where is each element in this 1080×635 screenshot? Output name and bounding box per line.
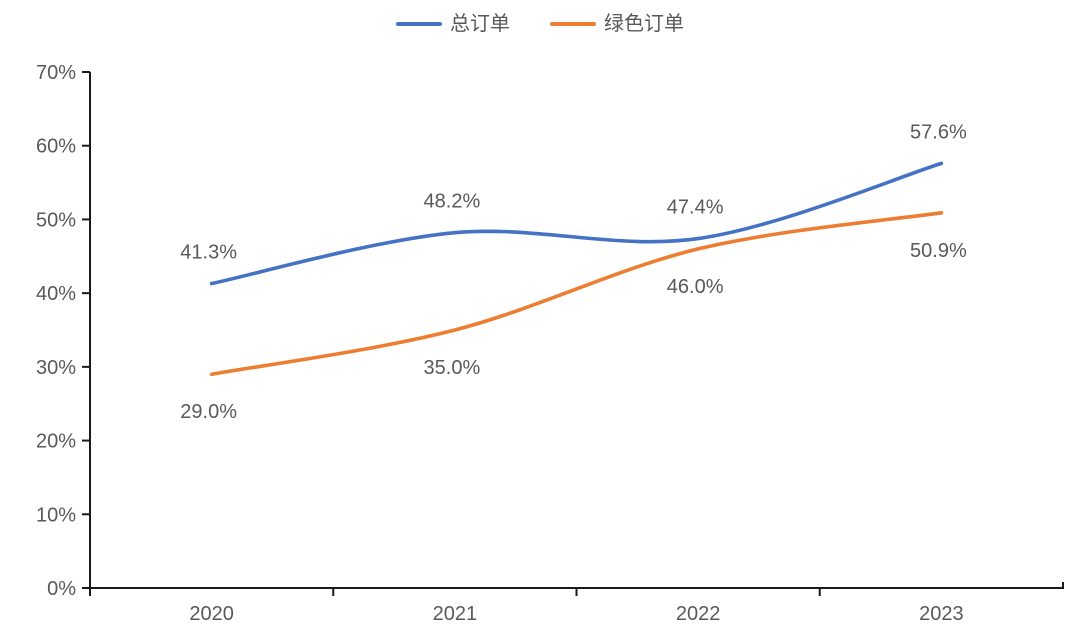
y-tick-label: 50% — [36, 209, 76, 231]
legend-line-swatch-blue — [396, 22, 442, 26]
x-tick-label: 2020 — [189, 603, 234, 625]
y-tick-label: 10% — [36, 504, 76, 526]
legend-item-green-orders: 绿色订单 — [550, 14, 684, 34]
y-tick-label: 60% — [36, 136, 76, 158]
legend-label-total-orders: 总订单 — [450, 13, 510, 35]
legend-item-total-orders: 总订单 — [396, 14, 510, 34]
data-label-series-0: 48.2% — [424, 191, 481, 213]
x-tick-label: 2021 — [433, 603, 478, 625]
data-label-series-0: 57.6% — [910, 121, 967, 143]
y-tick-label: 20% — [36, 431, 76, 453]
data-label-series-0: 47.4% — [667, 197, 724, 219]
data-label-series-1: 35.0% — [424, 357, 481, 379]
series-line-0 — [209, 161, 944, 286]
x-tick-label: 2022 — [676, 603, 721, 625]
legend-line-swatch-orange — [550, 22, 596, 26]
x-tick-label: 2023 — [919, 603, 964, 625]
y-tick-label: 40% — [36, 283, 76, 305]
data-label-series-1: 29.0% — [180, 401, 237, 423]
data-label-series-1: 50.9% — [910, 240, 967, 262]
data-label-series-1: 46.0% — [667, 276, 724, 298]
data-label-series-0: 41.3% — [180, 242, 237, 264]
y-tick-label: 0% — [47, 578, 76, 600]
legend-label-green-orders: 绿色订单 — [604, 13, 684, 35]
legend: 总订单 绿色订单 — [0, 14, 1080, 34]
y-tick-label: 30% — [36, 357, 76, 379]
series-line-1 — [209, 210, 944, 377]
y-tick-label: 70% — [36, 62, 76, 84]
